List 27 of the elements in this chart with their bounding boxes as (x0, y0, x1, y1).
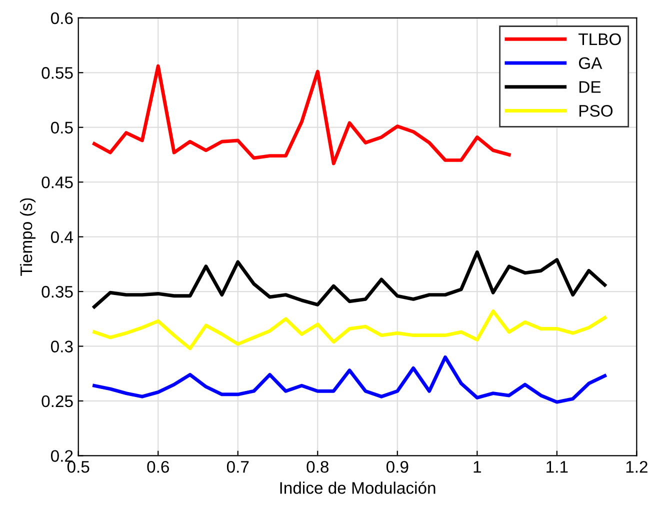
x-tick-label: 0.7 (226, 460, 249, 473)
y-tick-label: 0.35 (42, 286, 73, 298)
y-tick-label: 0.6 (50, 12, 73, 24)
y-axis-title: Tiempo (s) (20, 198, 36, 276)
line-series (92, 64, 511, 166)
legend-label: DE (580, 81, 601, 93)
x-tick-label: 0.9 (386, 460, 408, 473)
legend-label: PSO (580, 104, 613, 117)
line-series (92, 250, 607, 309)
y-tick-label: 0.4 (50, 231, 74, 244)
y-tick-label: 0.55 (42, 67, 73, 79)
y-tick-label: 0.3 (50, 340, 73, 352)
x-tick-label: 0.5 (67, 460, 90, 473)
legend-label: TLBO (578, 33, 621, 46)
x-tick-label: 1.1 (546, 461, 568, 473)
legend-label: GA (578, 57, 602, 70)
y-tick-label: 0.2 (50, 450, 73, 462)
line-series (92, 309, 607, 350)
x-axis-title: Indice de Modulación (280, 481, 436, 494)
x-tick-label: 0.6 (147, 460, 169, 473)
y-tick-label: 0.5 (50, 122, 73, 134)
x-tick-label: 1.2 (626, 460, 648, 473)
x-tick-label: 1 (474, 461, 481, 473)
y-tick-label: 0.25 (42, 395, 73, 408)
line-series (92, 355, 607, 404)
x-tick-label: 0.8 (306, 460, 328, 473)
y-tick-label: 0.45 (42, 176, 73, 188)
